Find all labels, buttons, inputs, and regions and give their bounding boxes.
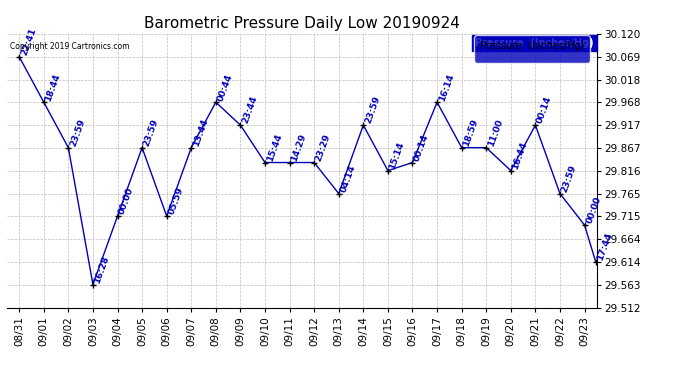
Text: 23:29: 23:29 [314, 132, 333, 162]
Text: 13:44: 13:44 [191, 117, 210, 148]
Text: 18:59: 18:59 [462, 118, 480, 148]
Text: 16:14: 16:14 [437, 72, 455, 102]
Text: 05:59: 05:59 [167, 186, 185, 216]
Text: Pressure  (Inches/Hg): Pressure (Inches/Hg) [475, 38, 594, 48]
Text: 15:44: 15:44 [265, 132, 284, 162]
Title: Barometric Pressure Daily Low 20190924: Barometric Pressure Daily Low 20190924 [144, 16, 460, 31]
Text: 14:29: 14:29 [290, 132, 308, 162]
Text: 23:59: 23:59 [560, 164, 578, 194]
Text: 18:44: 18:44 [43, 72, 62, 102]
Text: 16:44: 16:44 [511, 140, 529, 171]
Text: 00:00: 00:00 [117, 187, 136, 216]
Text: 00:44: 00:44 [216, 72, 234, 102]
Text: 16:28: 16:28 [93, 255, 111, 285]
Text: 04:14: 04:14 [339, 164, 357, 194]
Text: 00:14: 00:14 [413, 133, 431, 162]
Text: 11:00: 11:00 [486, 118, 504, 148]
Text: 23:44: 23:44 [240, 95, 259, 125]
Text: 23:59: 23:59 [364, 95, 382, 125]
Text: 00:00: 00:00 [584, 196, 602, 225]
Text: 23:59: 23:59 [142, 118, 160, 148]
Text: 23:59: 23:59 [68, 118, 87, 148]
Text: Copyright 2019 Cartronics.com: Copyright 2019 Cartronics.com [10, 42, 129, 51]
Text: 00:14: 00:14 [535, 95, 553, 125]
Text: 15:14: 15:14 [388, 141, 406, 171]
Legend:  [475, 35, 590, 63]
Text: 22:41: 22:41 [19, 27, 37, 57]
Text: 17:44: 17:44 [595, 231, 614, 262]
